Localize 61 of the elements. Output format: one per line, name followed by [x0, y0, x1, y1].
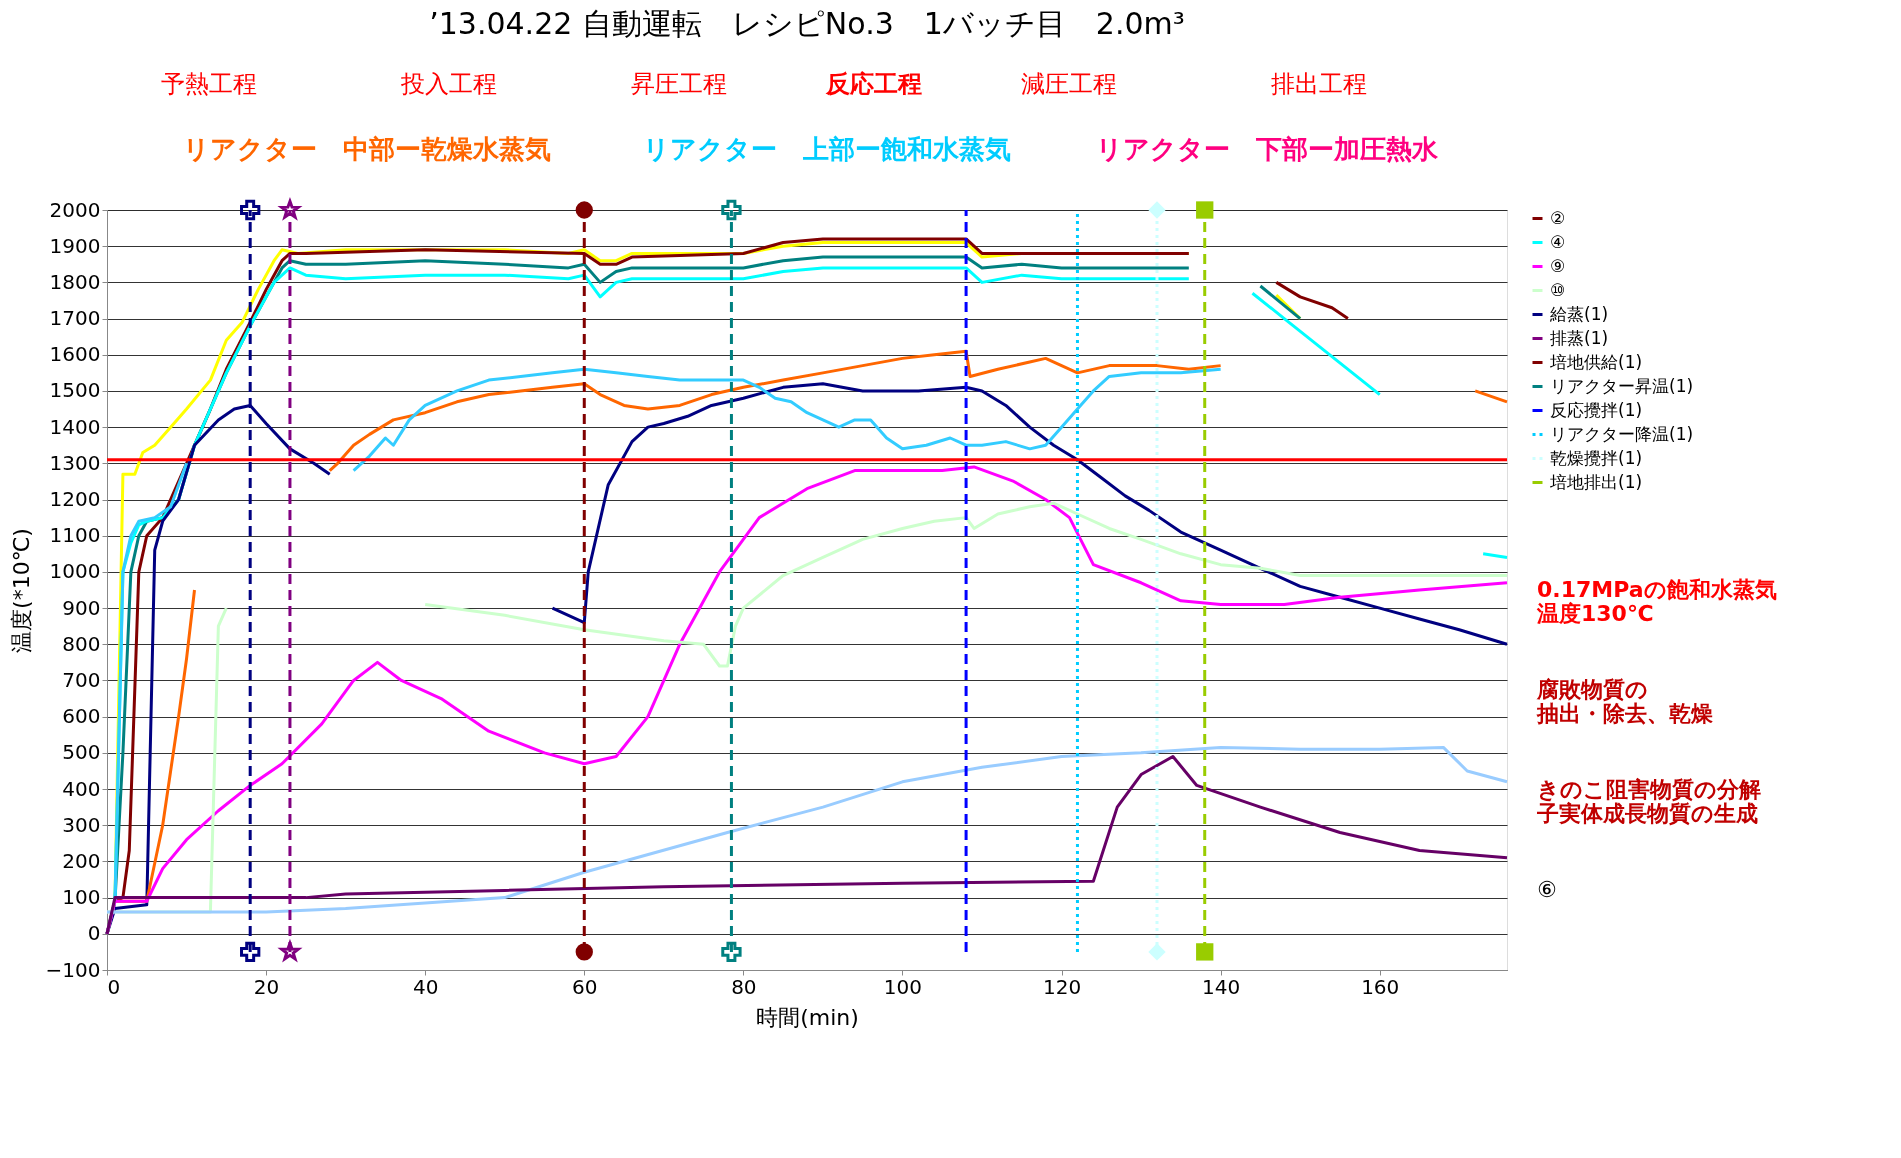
- line-series: [105, 754, 1509, 936]
- text: リアクター 上部ー飽和水蒸気: [643, 134, 1011, 164]
- y-tick-label: 200: [62, 848, 101, 873]
- legend-label: 反応攪拌(1): [1550, 399, 1643, 420]
- y-tick-label: 1000: [49, 559, 101, 584]
- x-tick-label: 80: [731, 974, 757, 999]
- legend-label: 排蒸(1): [1550, 327, 1609, 348]
- y-tick-label: 1800: [49, 269, 101, 294]
- x-tick-label: 100: [883, 974, 923, 999]
- legend-label: 乾燥攪拌(1): [1550, 447, 1643, 468]
- chart-title: ’13.04.22 自動運転 レシピNo.3 1バッチ目 2.0m³: [429, 6, 1185, 41]
- text: 予熱工程: [161, 70, 257, 98]
- y-tick-label: 1900: [49, 233, 101, 258]
- x-axis-title: 時間(min): [756, 1004, 859, 1030]
- text: 反応工程: [825, 70, 922, 98]
- x-tick-label: 120: [1042, 974, 1082, 999]
- legend-label: 給蒸(1): [1549, 303, 1609, 324]
- y-tick-label: 1300: [49, 450, 101, 475]
- x-tick-label: 0: [107, 974, 121, 999]
- legend-label: リアクター昇温(1): [1550, 375, 1694, 396]
- y-tick-label: 2000: [49, 197, 101, 222]
- y-tick-label: 700: [62, 667, 101, 692]
- y-tick-label: 1700: [49, 306, 101, 331]
- x-tick-label: 40: [412, 974, 439, 999]
- y-tick-label: 500: [62, 740, 101, 765]
- legend-label: 培地排出(1): [1549, 471, 1643, 492]
- text: 腐敗物質の抽出・除去、乾燥: [1536, 677, 1713, 726]
- y-tick-label: 1600: [49, 342, 101, 367]
- y-tick-label: 1500: [49, 378, 101, 403]
- legend-label: ④: [1550, 231, 1566, 252]
- text: リアクター 中部ー乾燥水蒸気: [183, 134, 551, 164]
- legend-label: リアクター降温(1): [1550, 423, 1694, 444]
- y-tick-label: 1100: [49, 523, 101, 548]
- y-tick-label: 1200: [49, 487, 101, 512]
- legend-label: ⑩: [1550, 279, 1566, 300]
- line-series: [105, 745, 1509, 914]
- y-tick-label: −100: [45, 957, 101, 982]
- legend-label: ⑨: [1550, 255, 1566, 276]
- text: 投入工程: [400, 70, 497, 98]
- legend-label: 培地供給(1): [1549, 351, 1643, 372]
- text: 昇圧工程: [631, 70, 727, 98]
- y-tick-label: 400: [62, 776, 101, 801]
- y-tick-label: 300: [62, 812, 101, 837]
- ref-line-label: 0.17MPaの飽和水蒸気温度130℃: [1536, 577, 1777, 626]
- y-tick-label: 0: [87, 921, 101, 946]
- x-tick-label: 140: [1202, 974, 1241, 999]
- text: きのこ阻害物質の分解子実体成長物質の生成: [1536, 777, 1761, 826]
- y-tick-label: 1400: [49, 414, 101, 439]
- x-tick-label: 20: [253, 974, 280, 999]
- text: ⑥: [1537, 877, 1557, 902]
- y-axis-title: 温度(*10℃): [8, 528, 34, 653]
- y-tick-label: 600: [62, 704, 101, 729]
- text: 排出工程: [1271, 70, 1367, 98]
- text: 減圧工程: [1021, 70, 1117, 98]
- y-tick-label: 800: [62, 631, 101, 656]
- text: リアクター 下部ー加圧熱水: [1096, 134, 1439, 164]
- x-tick-label: 60: [572, 974, 598, 999]
- y-tick-label: 900: [62, 595, 101, 620]
- y-tick-label: 100: [62, 885, 101, 910]
- legend-label: ②: [1550, 207, 1566, 228]
- x-tick-label: 160: [1361, 974, 1400, 999]
